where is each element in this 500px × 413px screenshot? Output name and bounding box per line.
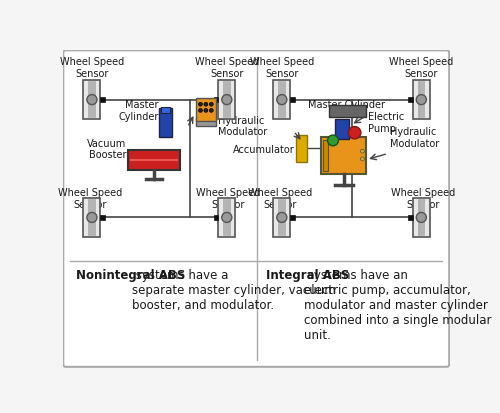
Circle shape	[204, 102, 208, 106]
Text: Hydraulic
Modulator: Hydraulic Modulator	[390, 127, 439, 149]
Circle shape	[328, 135, 338, 146]
Bar	[84, 198, 100, 237]
Text: systems have an
electric pump, accumulator,
modulator and master cylinder
combin: systems have an electric pump, accumulat…	[304, 269, 492, 342]
Circle shape	[210, 109, 213, 112]
Circle shape	[360, 157, 364, 161]
Bar	[214, 97, 218, 102]
Bar	[336, 119, 349, 139]
Circle shape	[210, 102, 213, 106]
Bar	[329, 105, 366, 117]
Bar	[408, 215, 413, 220]
Bar	[274, 198, 290, 237]
Circle shape	[277, 95, 287, 104]
Text: Wheel Speed
Sensor: Wheel Speed Sensor	[250, 57, 314, 79]
Bar	[161, 107, 170, 113]
Text: Electric
Pump: Electric Pump	[368, 112, 404, 133]
Text: Wheel Speed
Sensor: Wheel Speed Sensor	[389, 57, 454, 79]
Circle shape	[222, 95, 232, 104]
Bar	[322, 138, 366, 174]
Bar	[196, 118, 216, 126]
Bar	[413, 81, 430, 119]
Text: systems have a
separate master cylinder, vacuum
booster, and modulator.: systems have a separate master cylinder,…	[132, 269, 336, 312]
Text: Accumulator: Accumulator	[232, 145, 294, 154]
Circle shape	[277, 212, 287, 223]
Bar	[218, 81, 236, 119]
Bar	[296, 135, 306, 161]
Bar	[160, 108, 172, 138]
Bar	[323, 140, 328, 171]
Bar	[84, 81, 100, 119]
Circle shape	[198, 109, 202, 112]
Text: Vacuum
Booster: Vacuum Booster	[87, 139, 126, 161]
Text: Wheel Speed
Sensor: Wheel Speed Sensor	[194, 57, 259, 79]
Bar	[290, 97, 295, 102]
Text: Wheel Speed
Sensor: Wheel Speed Sensor	[58, 188, 122, 210]
Text: Wheel Speed
Sensor: Wheel Speed Sensor	[196, 188, 260, 210]
Circle shape	[416, 95, 426, 104]
Circle shape	[348, 126, 361, 139]
Text: Master
Cylinder: Master Cylinder	[118, 100, 158, 122]
Text: Wheel Speed
Sensor: Wheel Speed Sensor	[60, 57, 124, 79]
Bar	[214, 215, 218, 220]
Text: Wheel Speed
Sensor: Wheel Speed Sensor	[248, 188, 312, 210]
Circle shape	[87, 212, 97, 223]
Bar	[290, 215, 295, 220]
Circle shape	[360, 149, 364, 153]
Bar	[408, 97, 413, 102]
Bar	[196, 98, 216, 121]
Bar	[100, 97, 105, 102]
Circle shape	[204, 109, 208, 112]
Bar	[128, 150, 180, 170]
Bar	[218, 198, 236, 237]
Text: Nonintegral ABS: Nonintegral ABS	[76, 269, 186, 282]
Text: Master Cylinder: Master Cylinder	[308, 100, 384, 109]
Bar	[100, 215, 105, 220]
Text: Hydraulic
Modulator: Hydraulic Modulator	[218, 116, 268, 138]
Text: Integral ABS: Integral ABS	[266, 269, 349, 282]
Circle shape	[198, 102, 202, 106]
Circle shape	[416, 212, 426, 223]
Circle shape	[222, 212, 232, 223]
Text: Wheel Speed
Sensor: Wheel Speed Sensor	[391, 188, 455, 210]
Bar	[413, 198, 430, 237]
FancyBboxPatch shape	[64, 50, 449, 367]
Bar	[274, 81, 290, 119]
Circle shape	[87, 95, 97, 104]
